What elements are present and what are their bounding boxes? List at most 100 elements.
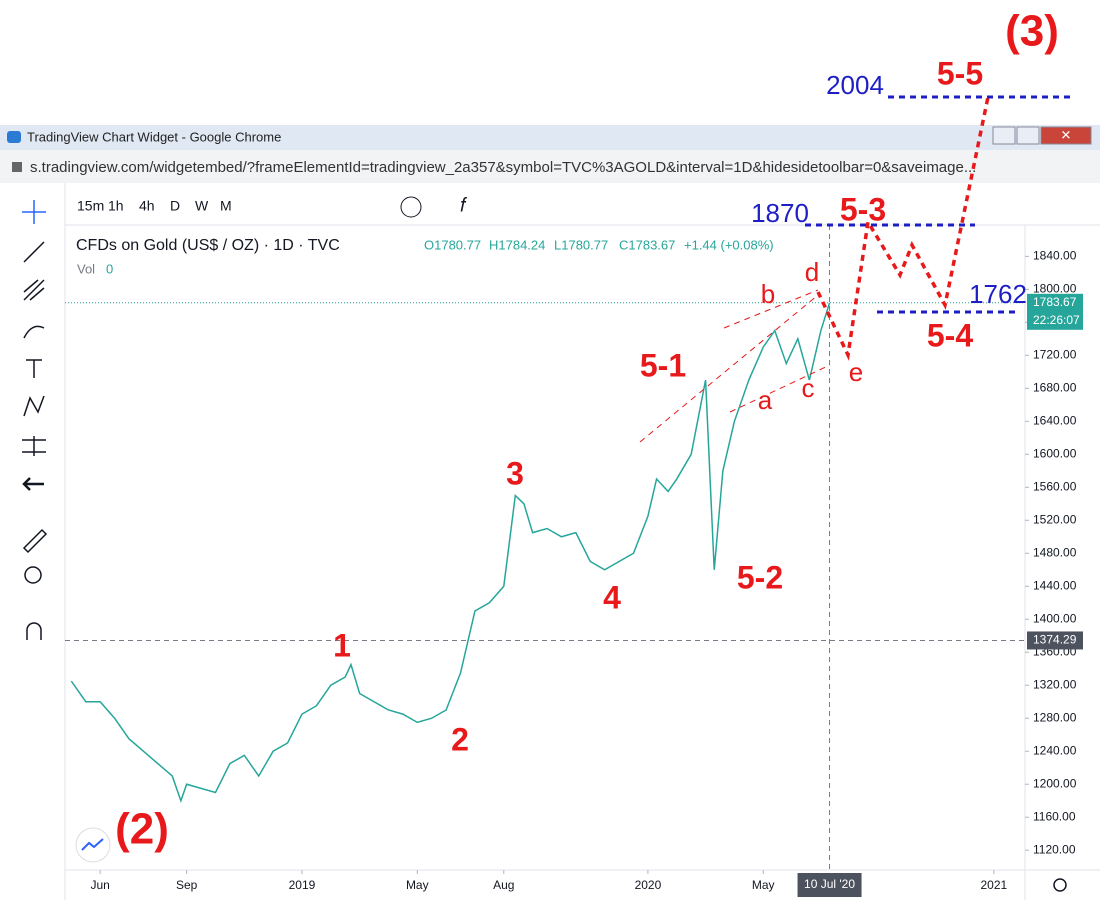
y-tick-label: 1720.00 [1033,347,1077,361]
y-tick-label: 1200.00 [1033,776,1077,790]
crosshair-tool[interactable] [22,200,46,224]
title-bar [0,125,1100,150]
sub-wave-label: a [758,385,773,415]
x-tick-label: May [406,878,429,892]
last-price-label: 1783.67 [1033,295,1077,309]
symbol-label: CFDs on Gold (US$ / OZ) · 1D · TVC [76,237,340,254]
url[interactable]: s.tradingview.com/widgetembed/?frameElem… [30,159,976,176]
wave-label: 1 [333,627,351,663]
wave-label: 5-3 [840,191,886,227]
y-tick-label: 1640.00 [1033,413,1077,427]
interval-button[interactable]: M [220,198,232,214]
x-tick-label: Sep [176,878,198,892]
y-tick-label: 1120.00 [1033,842,1076,856]
target-label: 2004 [826,70,884,100]
ohlc-change: +1.44 (+0.08%) [684,237,774,252]
app-icon [7,131,21,143]
y-tick-label: 1280.00 [1033,710,1077,724]
compare-button[interactable] [400,196,422,218]
degree-label: (2) [115,805,169,854]
minimize[interactable] [992,126,1016,145]
channel-top-2 [723,289,819,329]
wave-label: 5-4 [927,317,973,353]
sub-wave-label: d [805,257,819,287]
volume-value: 0 [106,261,113,276]
trendline-tool[interactable] [23,241,45,263]
y-tick-label: 1840.00 [1033,249,1077,263]
x-tick-label: 2020 [635,878,662,892]
interval-button[interactable]: 4h [139,198,155,214]
interval-button[interactable]: 1h [108,198,124,214]
text-tool[interactable] [26,359,42,378]
wave-label: 5-1 [640,347,686,383]
interval-buttons: 15m 1h 4h D W M [77,198,232,214]
x-tick-label: 2019 [289,878,316,892]
ohlc-close: C1783.67 [619,237,675,252]
x-tick-label: Aug [493,878,514,892]
y-tick-label: 1240.00 [1033,743,1077,757]
y-tick-label: 1400.00 [1033,611,1077,625]
close[interactable] [1040,126,1092,145]
degree-label: (3) [1005,7,1059,56]
back-tool[interactable] [22,477,44,491]
interval-button[interactable]: D [170,198,180,214]
indicator-button[interactable]: 𝑓 [460,194,468,216]
target-label: 1870 [751,198,809,228]
interval-button[interactable]: 15m [77,198,104,214]
y-tick-label: 1160.00 [1033,809,1076,823]
interval-button[interactable]: W [195,198,209,214]
x-tick-label: Jun [90,878,109,892]
y-tick-label: 1560.00 [1033,479,1077,493]
last-price-box [1027,293,1083,330]
ohlc-high: H1784.24 [489,237,545,252]
prediction-tool[interactable] [22,436,46,456]
projection [640,95,1070,445]
sub-wave-label: c [802,373,815,403]
y-tick-label: 1440.00 [1033,578,1077,592]
channel-bottom [729,364,831,413]
y-tick-label: 1480.00 [1033,545,1077,559]
price-line [70,302,831,803]
wave-label: 4 [603,579,621,615]
wave-label: 5-5 [937,55,983,91]
crosshair-price-box [1027,631,1083,650]
measure-tool[interactable] [22,528,48,554]
close-icon: ✕ [1061,127,1072,142]
wave-path [816,96,990,361]
crosshair-date-label: 10 Jul '20 [804,877,855,891]
y-tick-label: 1520.00 [1033,512,1077,526]
y-tick-label: 1600.00 [1033,446,1077,460]
x-tick-label: May [752,878,775,892]
maximize[interactable] [1016,126,1040,145]
y-tick-label: 1320.00 [1033,677,1077,691]
wave-label: 2 [451,721,469,757]
y-tick-label: 1800.00 [1033,282,1077,296]
target-label: 1762 [969,279,1027,309]
countdown: 22:26:07 [1033,313,1080,327]
magnet-tool[interactable] [26,622,42,640]
logo-icon [81,838,104,851]
ohlc-open: O1780.77 [424,237,481,252]
zoom-tool[interactable] [24,566,42,584]
lock-icon [12,162,22,172]
wave-label: 3 [506,455,524,491]
wave-label: 5-2 [737,559,783,595]
sub-wave-label: e [849,357,863,387]
fib-tool[interactable] [23,279,45,301]
volume-label: Vol [77,261,95,276]
sub-wave-label: b [761,279,775,309]
x-tick-label: 2021 [981,878,1008,892]
crosshair-date-box [797,873,862,897]
address-bar [0,150,1100,183]
drawing-tools [22,200,48,640]
settings-button[interactable] [1053,878,1067,892]
crosshair-price-label: 1374.29 [1033,633,1077,647]
ohlc-low: L1780.77 [554,237,608,252]
brush-tool[interactable] [23,325,45,339]
pattern-tool[interactable] [23,395,45,417]
widget [0,183,1100,900]
window-title: TradingView Chart Widget - Google Chrome [27,129,281,144]
y-tick-label: 1680.00 [1033,380,1077,394]
